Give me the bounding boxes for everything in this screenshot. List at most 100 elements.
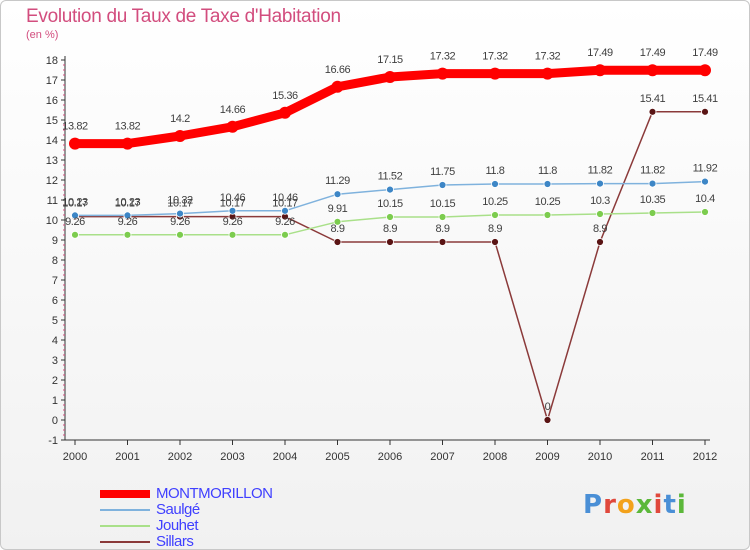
- data-point: [648, 209, 657, 217]
- data-label: 11.8: [538, 165, 557, 177]
- data-point: [69, 137, 81, 150]
- data-point: [331, 80, 344, 93]
- data-point: [699, 64, 711, 77]
- y-tick-label: 17: [46, 75, 58, 87]
- data-label: 17.32: [430, 51, 456, 63]
- data-point: [281, 206, 289, 215]
- data-label: 11.8: [486, 165, 505, 177]
- logo-letter: P: [583, 490, 604, 520]
- data-point: [648, 179, 657, 188]
- x-tick-label: 2001: [115, 451, 139, 463]
- data-label: 10.17: [272, 198, 298, 210]
- data-point: [438, 181, 447, 189]
- data-label: 10.46: [220, 192, 246, 204]
- data-label: 17.49: [640, 47, 666, 59]
- data-label: 8.9: [383, 223, 397, 235]
- y-tick-label: 6: [52, 295, 58, 307]
- data-label: 11.75: [430, 166, 455, 178]
- data-label: 9.26: [118, 216, 138, 228]
- data-point: [594, 64, 606, 77]
- data-label: 9.26: [65, 216, 85, 228]
- data-label: 17.32: [482, 51, 508, 63]
- data-point: [71, 230, 79, 239]
- data-label: 17.49: [692, 47, 718, 59]
- x-tick-label: 2003: [220, 451, 244, 463]
- data-label: 10.46: [272, 192, 298, 204]
- data-point: [228, 206, 237, 215]
- logo-letter: r: [603, 490, 617, 520]
- legend-label: Jouhet: [156, 517, 199, 534]
- logo-letter: o: [616, 490, 636, 520]
- data-point: [541, 67, 554, 80]
- x-tick-label: 2007: [430, 451, 454, 463]
- data-point: [176, 230, 184, 239]
- data-label: 9.91: [328, 203, 348, 215]
- data-label: 10.25: [482, 196, 508, 208]
- data-point: [333, 190, 342, 199]
- data-point: [489, 67, 501, 80]
- y-tick-label: 3: [52, 355, 58, 367]
- logo-letter: t: [663, 490, 677, 520]
- legend-swatch: [100, 541, 150, 543]
- y-tick-label: -1: [48, 435, 58, 447]
- data-point: [701, 177, 709, 186]
- data-point: [121, 137, 134, 150]
- data-point: [123, 230, 132, 239]
- y-tick-label: 15: [46, 115, 58, 127]
- data-label: 11.52: [378, 171, 403, 183]
- data-label: 0: [545, 401, 551, 413]
- data-point: [543, 416, 552, 424]
- data-label: 13.82: [115, 121, 141, 133]
- data-point: [384, 71, 396, 83]
- x-tick-label: 2002: [168, 451, 192, 463]
- x-tick-label: 2004: [273, 451, 297, 463]
- data-point: [648, 107, 657, 116]
- data-point: [333, 217, 342, 226]
- data-point: [333, 238, 342, 246]
- x-tick-label: 2011: [641, 451, 665, 463]
- legend-label: Sillars: [156, 533, 194, 550]
- data-point: [438, 238, 447, 246]
- data-label: 8.9: [435, 223, 449, 235]
- data-label: 11.29: [325, 175, 350, 187]
- data-point: [176, 209, 184, 218]
- data-label: 17.49: [587, 47, 613, 59]
- data-label: 11.82: [588, 165, 613, 177]
- y-tick-label: 9: [52, 235, 58, 247]
- data-label: 10.23: [115, 196, 141, 208]
- y-tick-label: 10: [46, 215, 58, 227]
- data-label: 10.15: [430, 198, 456, 210]
- data-point: [491, 180, 499, 188]
- data-point: [491, 211, 499, 219]
- data-point: [596, 179, 604, 188]
- x-tick-label: 2009: [535, 451, 559, 463]
- data-label: 10.17: [167, 198, 193, 210]
- data-point: [123, 211, 132, 220]
- data-point: [386, 238, 394, 246]
- y-tick-label: 8: [52, 255, 58, 267]
- legend-label: Saulgé: [156, 501, 200, 518]
- data-point: [596, 210, 604, 218]
- x-tick-label: 2000: [63, 451, 87, 463]
- data-point: [228, 230, 237, 239]
- x-tick-label: 2006: [378, 451, 402, 463]
- data-point: [226, 120, 239, 133]
- data-label: 9.26: [223, 216, 243, 228]
- data-label: 15.41: [640, 93, 666, 105]
- data-label: 10.35: [640, 194, 666, 206]
- data-label: 8.9: [488, 223, 502, 235]
- legend-swatch: [100, 525, 150, 527]
- y-tick-label: 7: [52, 275, 58, 287]
- data-label: 11.82: [640, 165, 665, 177]
- x-tick-label: 2008: [483, 451, 507, 463]
- x-tick-label: 2005: [325, 451, 349, 463]
- data-point: [436, 67, 449, 80]
- data-label: 17.15: [377, 54, 403, 66]
- data-label: 14.66: [220, 104, 246, 116]
- data-point: [386, 185, 394, 194]
- y-tick-label: 11: [47, 195, 58, 207]
- data-label: 11.92: [693, 163, 718, 175]
- y-tick-label: 5: [52, 315, 58, 327]
